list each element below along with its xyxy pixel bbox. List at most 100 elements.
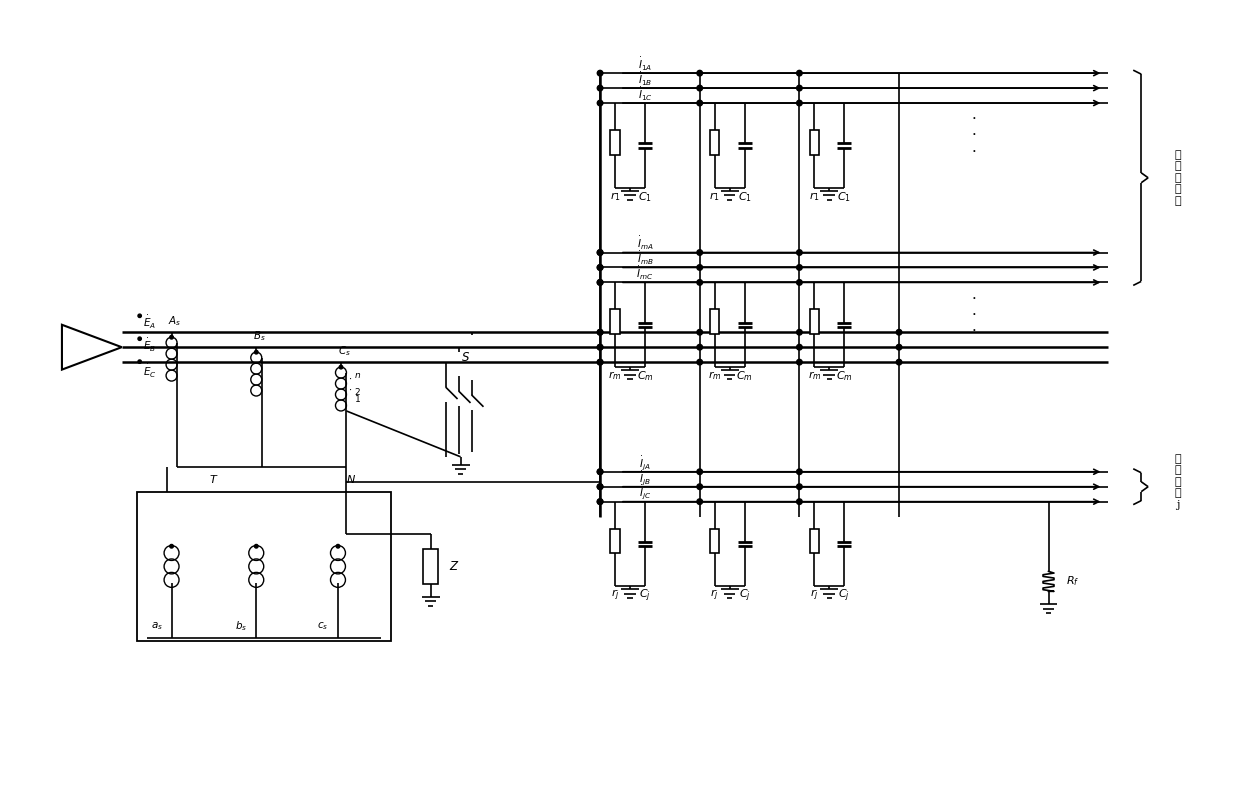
Text: $\dot{E}_C$: $\dot{E}_C$ <box>143 363 156 379</box>
Text: $C_j$: $C_j$ <box>639 587 651 604</box>
Text: $Z$: $Z$ <box>449 560 459 573</box>
Circle shape <box>697 85 703 91</box>
Circle shape <box>897 359 901 365</box>
Circle shape <box>697 499 703 504</box>
Text: $r_m$: $r_m$ <box>807 370 821 383</box>
Circle shape <box>697 249 703 255</box>
Text: $C_1$: $C_1$ <box>837 190 851 204</box>
Circle shape <box>598 359 603 365</box>
Text: $\dot{I}_{mA}$: $\dot{I}_{mA}$ <box>636 235 653 252</box>
Circle shape <box>697 359 703 365</box>
Text: 非
故
障
馈
线: 非 故 障 馈 线 <box>1174 150 1182 206</box>
Text: $C_j$: $C_j$ <box>739 587 750 604</box>
Text: $C_1$: $C_1$ <box>738 190 751 204</box>
Text: $1$: $1$ <box>355 394 361 404</box>
Text: $r_1$: $r_1$ <box>709 190 720 203</box>
Text: $\dot{E}_A$: $\dot{E}_A$ <box>143 314 156 330</box>
Circle shape <box>598 71 603 76</box>
Circle shape <box>796 71 802 76</box>
Circle shape <box>598 280 603 286</box>
Circle shape <box>697 71 703 76</box>
Circle shape <box>796 469 802 475</box>
Text: $r_j$: $r_j$ <box>610 588 619 603</box>
Text: $R_f$: $R_f$ <box>1066 574 1080 589</box>
Text: $\dot{E}_B$: $\dot{E}_B$ <box>143 337 156 354</box>
Circle shape <box>796 484 802 489</box>
Circle shape <box>598 469 603 475</box>
Circle shape <box>796 265 802 270</box>
Text: ·
·
·: · · · <box>971 292 976 338</box>
Circle shape <box>598 100 603 106</box>
Text: $b_s$: $b_s$ <box>236 619 248 633</box>
Bar <box>810 130 820 155</box>
Circle shape <box>598 499 603 504</box>
Text: $\dot{I}_{jB}$: $\dot{I}_{jB}$ <box>639 469 651 487</box>
Circle shape <box>697 100 703 106</box>
Bar <box>423 549 438 584</box>
Text: $C_1$: $C_1$ <box>637 190 652 204</box>
Circle shape <box>254 350 258 354</box>
Text: ·
·: · · <box>348 375 351 395</box>
Circle shape <box>598 249 603 255</box>
Text: $\dot{I}_{1C}$: $\dot{I}_{1C}$ <box>637 86 652 103</box>
Text: $\dot{I}_{1A}$: $\dot{I}_{1A}$ <box>637 55 652 73</box>
Circle shape <box>796 249 802 255</box>
Text: $r_m$: $r_m$ <box>609 370 621 383</box>
Text: $c_s$: $c_s$ <box>317 620 329 632</box>
Circle shape <box>796 85 802 91</box>
Bar <box>711 529 719 553</box>
Text: $r_m$: $r_m$ <box>708 370 722 383</box>
Text: $B_s$: $B_s$ <box>253 330 265 343</box>
Text: $C_m$: $C_m$ <box>836 369 853 383</box>
Text: $a_s$: $a_s$ <box>150 620 162 632</box>
Text: $r_j$: $r_j$ <box>810 588 818 603</box>
Circle shape <box>697 265 703 270</box>
Circle shape <box>138 337 141 340</box>
Text: $A_s$: $A_s$ <box>167 314 181 328</box>
Circle shape <box>796 330 802 335</box>
Circle shape <box>138 314 141 318</box>
Circle shape <box>897 330 901 335</box>
Text: $n$: $n$ <box>355 371 362 380</box>
Circle shape <box>598 484 603 489</box>
Circle shape <box>697 469 703 475</box>
Circle shape <box>796 344 802 350</box>
Text: ·
·
·: · · · <box>971 112 976 159</box>
Text: $S$: $S$ <box>461 350 470 363</box>
Circle shape <box>598 330 603 335</box>
Circle shape <box>598 359 603 365</box>
Text: $\dot{I}_{mB}$: $\dot{I}_{mB}$ <box>636 250 653 267</box>
Circle shape <box>598 330 603 335</box>
Circle shape <box>598 484 603 489</box>
Circle shape <box>138 360 141 363</box>
Text: $2$: $2$ <box>355 387 361 397</box>
Text: $\dot{I}_{jC}$: $\dot{I}_{jC}$ <box>639 484 651 501</box>
Text: $C_s$: $C_s$ <box>337 344 351 358</box>
Circle shape <box>170 545 174 548</box>
Circle shape <box>598 265 603 270</box>
Circle shape <box>897 344 901 350</box>
Circle shape <box>254 545 258 548</box>
Circle shape <box>598 85 603 91</box>
Circle shape <box>598 499 603 504</box>
Circle shape <box>796 280 802 286</box>
Bar <box>136 492 391 641</box>
Circle shape <box>598 469 603 475</box>
Text: $C_m$: $C_m$ <box>737 369 753 383</box>
Text: $T$: $T$ <box>210 472 218 484</box>
Text: $\dot{I}_{1B}$: $\dot{I}_{1B}$ <box>637 71 652 87</box>
Text: $\dot{I}_{jA}$: $\dot{I}_{jA}$ <box>639 454 651 472</box>
Circle shape <box>598 265 603 270</box>
Circle shape <box>796 100 802 106</box>
Text: 故
障
馈
线
j: 故 障 馈 线 j <box>1174 453 1182 510</box>
Text: $r_1$: $r_1$ <box>610 190 620 203</box>
Circle shape <box>697 280 703 286</box>
Circle shape <box>598 280 603 286</box>
Text: $r_1$: $r_1$ <box>808 190 820 203</box>
Circle shape <box>340 366 342 369</box>
Circle shape <box>697 484 703 489</box>
Bar <box>610 130 620 155</box>
Circle shape <box>697 330 703 335</box>
Circle shape <box>170 335 174 339</box>
Bar <box>610 529 620 553</box>
